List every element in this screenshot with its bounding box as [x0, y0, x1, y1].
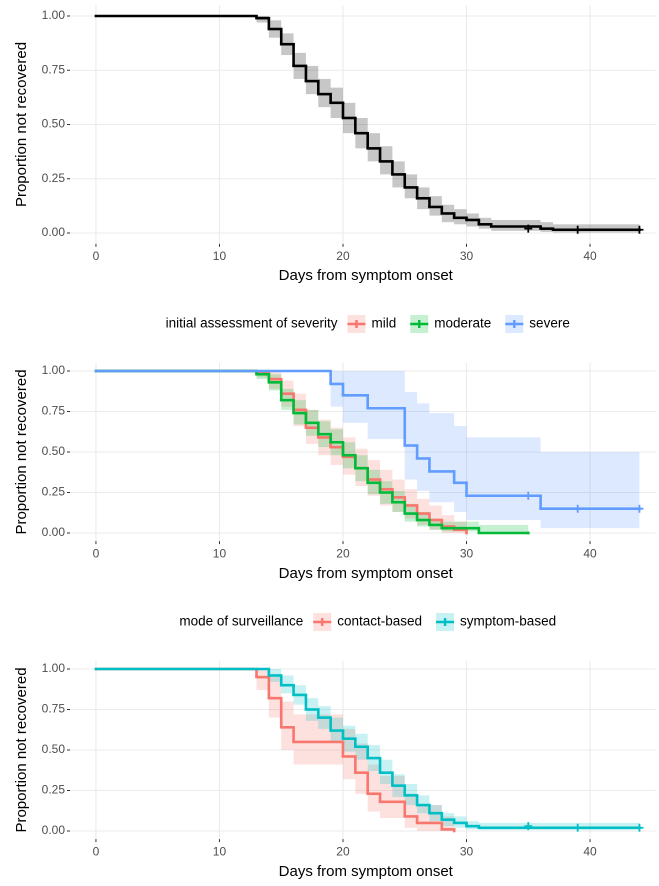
- confidence-band: [281, 701, 294, 750]
- x-axis-title: Days from symptom onset: [279, 863, 454, 880]
- censor-mark: [524, 491, 533, 500]
- legend-key-line: [313, 618, 332, 626]
- x-tick-label: 0: [93, 249, 100, 263]
- confidence-band: [355, 743, 368, 794]
- y-tick-label: 0.00: [42, 525, 66, 539]
- x-tick-label: 10: [213, 844, 227, 858]
- y-tick-label: 0.25: [42, 485, 66, 499]
- x-tick-label: 40: [583, 249, 597, 263]
- confidence-band: [466, 437, 541, 521]
- y-tick-label: 0.25: [42, 783, 66, 797]
- confidence-band: [540, 222, 553, 232]
- legend-key-line: [410, 320, 429, 328]
- legend-label: symptom-based: [460, 614, 556, 629]
- x-tick-label: 10: [213, 249, 227, 263]
- censor-mark: [635, 504, 644, 513]
- legend: initial assessment of severity mild modera…: [166, 315, 570, 333]
- panel: 0 10 20 30 40 0.00 0.25 0.50 0.75 1.00 Days from s…: [13, 5, 656, 284]
- confidence-band: [293, 714, 343, 765]
- x-tick-label: 20: [336, 249, 350, 263]
- confidence-band: [404, 392, 418, 480]
- legend-title: mode of surveillance: [179, 614, 303, 629]
- legend-key-line: [347, 320, 366, 328]
- confidence-band: [392, 479, 405, 512]
- confidence-band: [454, 426, 467, 512]
- panel: 0 10 20 30 40 0.00 0.25 0.50 0.75 1.00 Days from s…: [13, 315, 656, 582]
- y-tick-label: 0.25: [42, 171, 66, 185]
- y-tick-label: 1.00: [42, 661, 66, 675]
- legend-key-line: [436, 618, 455, 626]
- x-tick-label: 10: [213, 546, 227, 560]
- y-tick-label: 0.50: [42, 117, 66, 131]
- y-axis-title: Proportion not recovered: [13, 369, 30, 534]
- x-tick-label: 40: [583, 844, 597, 858]
- x-tick-label: 20: [336, 844, 350, 858]
- censor-mark: [524, 224, 533, 233]
- y-tick-label: 0.50: [42, 742, 66, 756]
- censor-mark: [573, 823, 582, 832]
- confidence-band: [367, 764, 381, 812]
- y-tick-label: 1.00: [42, 363, 66, 377]
- censor-mark: [635, 823, 644, 832]
- y-axis-title: Proportion not recovered: [13, 42, 30, 207]
- confidence-band: [367, 460, 381, 496]
- confidence-band: [417, 403, 430, 491]
- censor-mark: [573, 225, 582, 234]
- confidence-band: [256, 669, 269, 691]
- x-tick-label: 30: [460, 844, 474, 858]
- y-axis-title: Proportion not recovered: [13, 667, 30, 832]
- y-tick-label: 0.75: [42, 404, 66, 418]
- x-tick-label: 30: [460, 546, 474, 560]
- confidence-band: [417, 498, 430, 525]
- confidence-band: [540, 452, 640, 529]
- censor-mark: [573, 504, 582, 513]
- legend: mode of surveillance contact-based symptom…: [179, 613, 556, 631]
- x-tick-label: 30: [460, 249, 474, 263]
- y-tick-label: 0.75: [42, 702, 66, 716]
- confidence-band: [404, 793, 418, 828]
- y-tick-label: 0.75: [42, 62, 66, 76]
- censor-mark: [524, 822, 533, 831]
- confidence-band: [342, 371, 368, 423]
- x-axis-title: Days from symptom onset: [279, 565, 454, 582]
- x-tick-label: 20: [336, 546, 350, 560]
- confidence-band: [552, 224, 640, 233]
- legend-label: mild: [371, 316, 396, 331]
- confidence-band: [441, 521, 479, 532]
- y-tick-label: 0.50: [42, 444, 66, 458]
- legend-key-line: [505, 320, 524, 328]
- confidence-band: [429, 413, 455, 503]
- y-tick-label: 1.00: [42, 8, 66, 22]
- legend-label: moderate: [434, 316, 491, 331]
- confidence-band: [380, 469, 393, 506]
- confidence-band: [367, 371, 405, 440]
- x-tick-label: 40: [583, 546, 597, 560]
- censor-mark: [635, 225, 644, 234]
- x-tick-label: 0: [93, 844, 100, 858]
- x-tick-label: 0: [93, 546, 100, 560]
- legend-label: severe: [529, 316, 570, 331]
- panel: 0 10 20 30 40 0.00 0.25 0.50 0.75 1.00 Days from s…: [13, 613, 656, 880]
- x-axis-title: Days from symptom onset: [279, 267, 454, 284]
- legend-title: initial assessment of severity: [166, 316, 338, 331]
- confidence-band: [404, 489, 418, 519]
- confidence-band: [330, 371, 343, 407]
- confidence-band: [478, 524, 529, 533]
- legend-label: contact-based: [337, 614, 422, 629]
- y-tick-label: 0.00: [42, 823, 66, 837]
- confidence-band: [342, 728, 356, 780]
- y-tick-label: 0.00: [42, 225, 66, 239]
